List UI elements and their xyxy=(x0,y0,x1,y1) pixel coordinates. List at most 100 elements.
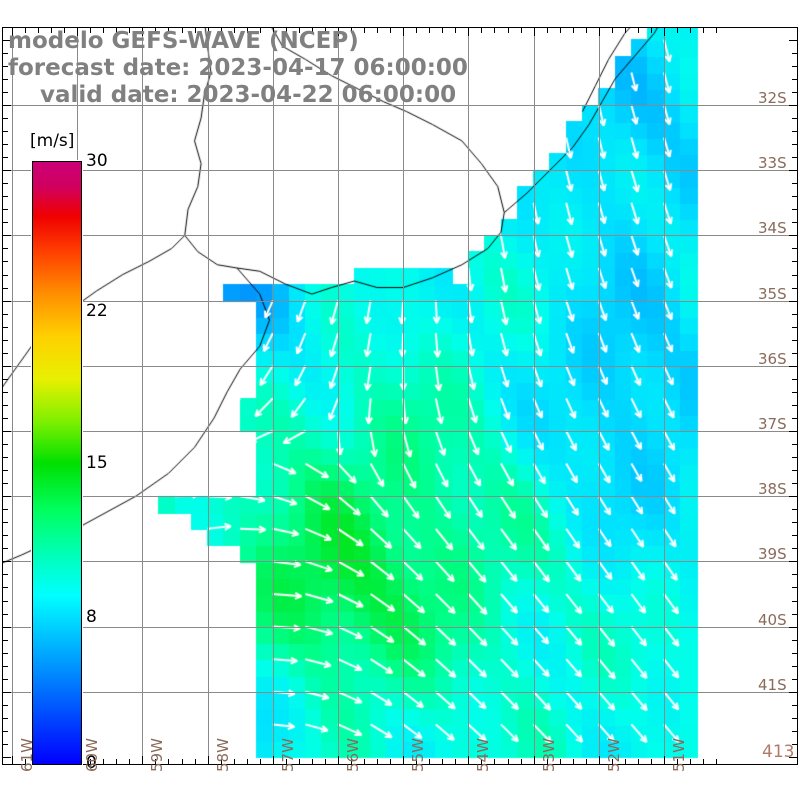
tick-right xyxy=(792,587,798,588)
lat-label-38S: 38S xyxy=(758,480,787,499)
tick-left xyxy=(2,640,8,641)
tick-top xyxy=(547,27,548,33)
tick-top xyxy=(573,27,574,33)
colorbar-label-8: 8 xyxy=(86,607,97,627)
tick-bottom xyxy=(547,759,548,765)
tick-bottom xyxy=(234,759,235,765)
tick-top xyxy=(664,27,665,36)
gridline-meridian xyxy=(403,27,405,765)
tick-top xyxy=(716,27,717,33)
tick-bottom xyxy=(429,759,430,765)
tick-left xyxy=(2,666,8,667)
tick-top xyxy=(508,27,509,33)
lon-label-51W: 51W xyxy=(670,738,688,772)
tick-bottom xyxy=(182,759,183,765)
tick-left xyxy=(2,627,11,628)
tick-bottom xyxy=(690,759,691,765)
tick-top xyxy=(534,27,535,36)
lat-label-36S: 36S xyxy=(758,349,787,368)
map-plot-area[interactable] xyxy=(2,27,798,765)
tick-right xyxy=(792,157,798,158)
lon-label-53W: 53W xyxy=(539,738,558,772)
lat-label-39S: 39S xyxy=(758,545,787,564)
tick-bottom xyxy=(299,759,300,765)
tick-left xyxy=(2,66,8,67)
tick-top xyxy=(312,27,313,33)
tick-top xyxy=(442,27,443,33)
tick-right xyxy=(792,66,798,67)
lat-label-37S: 37S xyxy=(758,415,787,433)
tick-right xyxy=(792,457,798,458)
tick-right xyxy=(792,353,798,354)
tick-right xyxy=(792,392,798,393)
colorbar[interactable] xyxy=(31,160,83,766)
tick-top xyxy=(142,27,143,36)
tick-top xyxy=(612,27,613,33)
tick-top xyxy=(651,27,652,33)
tick-bottom xyxy=(625,759,626,765)
tick-top xyxy=(90,27,91,33)
tick-bottom xyxy=(377,759,378,765)
tick-left xyxy=(2,301,11,302)
tick-left xyxy=(2,431,11,432)
tick-top xyxy=(221,27,222,33)
lon-label-59W: 59W xyxy=(148,738,167,772)
tick-bottom xyxy=(651,759,652,765)
lon-label-60W: 60W xyxy=(83,738,102,772)
tick-top xyxy=(260,27,261,33)
tick-left xyxy=(2,574,8,575)
tick-bottom xyxy=(664,756,665,765)
tick-left xyxy=(2,327,8,328)
tick-right xyxy=(789,40,798,41)
tick-bottom xyxy=(455,759,456,765)
tick-right xyxy=(792,79,798,80)
valid-date-line: valid date: 2023-04-22 06:00:00 xyxy=(40,82,457,108)
tick-right xyxy=(792,248,798,249)
tick-left xyxy=(2,183,8,184)
tick-top xyxy=(77,27,78,36)
tick-right xyxy=(789,170,798,171)
tick-right xyxy=(792,718,798,719)
colorbar-gradient xyxy=(32,161,82,765)
tick-bottom xyxy=(481,759,482,765)
tick-left xyxy=(2,483,8,484)
tick-top xyxy=(390,27,391,33)
tick-top xyxy=(208,27,209,36)
tick-bottom xyxy=(416,759,417,765)
tick-right xyxy=(792,131,798,132)
tick-top xyxy=(195,27,196,33)
tick-left xyxy=(2,209,8,210)
tick-right xyxy=(792,418,798,419)
tick-bottom xyxy=(260,759,261,765)
tick-left xyxy=(2,288,8,289)
tick-left xyxy=(2,170,11,171)
tick-right xyxy=(792,209,798,210)
chart-title-block: modelo GEFS-WAVE (NCEP) forecast date: 2… xyxy=(0,28,800,109)
tick-top xyxy=(25,27,26,33)
tick-top xyxy=(625,27,626,33)
tick-right xyxy=(792,705,798,706)
lat-label-35S: 35S xyxy=(758,284,787,303)
tick-right xyxy=(792,405,798,406)
tick-right xyxy=(789,301,798,302)
tick-left xyxy=(2,653,8,654)
tick-bottom xyxy=(534,756,535,765)
gridline-parallel xyxy=(2,300,798,302)
tick-top xyxy=(51,27,52,33)
tick-top xyxy=(155,27,156,33)
tick-right xyxy=(792,483,798,484)
tick-left xyxy=(2,222,8,223)
gridline-meridian xyxy=(207,27,209,765)
tick-bottom xyxy=(312,759,313,765)
tick-left xyxy=(2,79,8,80)
tick-right xyxy=(792,118,798,119)
tick-left xyxy=(2,418,8,419)
tick-bottom xyxy=(286,759,287,765)
tick-right xyxy=(792,379,798,380)
tick-bottom xyxy=(586,759,587,765)
tick-left xyxy=(2,118,8,119)
tick-bottom xyxy=(521,759,522,765)
gridline-parallel xyxy=(2,496,798,498)
tick-bottom xyxy=(494,759,495,765)
